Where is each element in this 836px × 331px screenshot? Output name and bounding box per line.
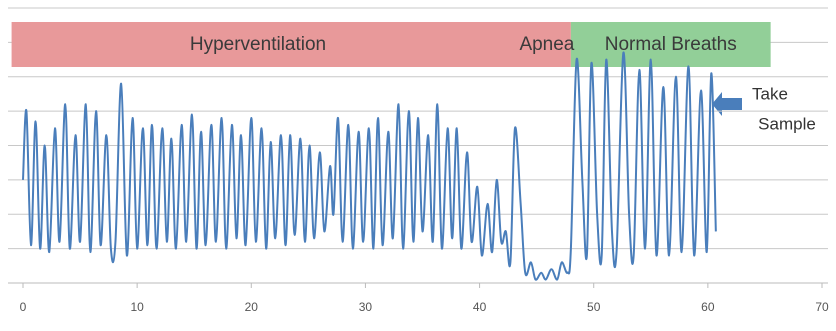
region-label: Hyperventilation	[190, 34, 326, 55]
x-tick-label: 50	[587, 300, 601, 314]
x-tick-label: 20	[245, 300, 259, 314]
apnea-label: Apnea	[519, 34, 574, 55]
sample-label: Sample	[758, 114, 816, 133]
x-tick-label: 30	[359, 300, 373, 314]
sample-arrow	[712, 92, 742, 116]
x-tick-label: 70	[815, 300, 829, 314]
x-tick-label: 10	[130, 300, 144, 314]
x-tick-label: 0	[20, 300, 27, 314]
sample-label: Take	[752, 84, 788, 103]
x-tick-label: 60	[701, 300, 715, 314]
region-label: Normal Breaths	[605, 34, 737, 55]
signal-line	[22, 51, 717, 281]
x-tick-label: 40	[473, 300, 487, 314]
region-band	[570, 22, 771, 67]
region-band	[11, 22, 571, 67]
